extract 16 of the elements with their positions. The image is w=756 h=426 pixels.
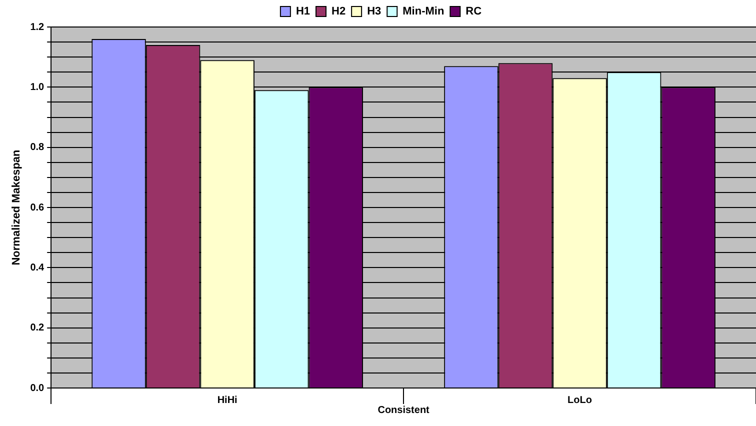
legend-label: H3 bbox=[367, 6, 382, 18]
y-tick-label: 0.4 bbox=[30, 262, 45, 274]
y-tick-label: 0.2 bbox=[30, 322, 45, 334]
y-tick-label: 0.0 bbox=[30, 382, 45, 394]
legend-label: H2 bbox=[332, 6, 346, 18]
y-tick-label: 0.8 bbox=[30, 142, 45, 154]
x-tick-label: HiHi bbox=[217, 394, 238, 406]
y-tick-label: 0.6 bbox=[30, 202, 45, 214]
legend-label: Min-Min bbox=[402, 6, 444, 18]
legend-label: RC bbox=[466, 6, 482, 18]
y-axis-title: Normalized Makespan bbox=[10, 149, 23, 266]
legend-label: H1 bbox=[296, 6, 310, 18]
y-tick-label: 1.2 bbox=[30, 22, 45, 33]
x-axis-title: Consistent bbox=[378, 404, 430, 416]
x-tick-label: LoLo bbox=[568, 394, 592, 406]
y-tick-label: 1.0 bbox=[30, 82, 45, 93]
